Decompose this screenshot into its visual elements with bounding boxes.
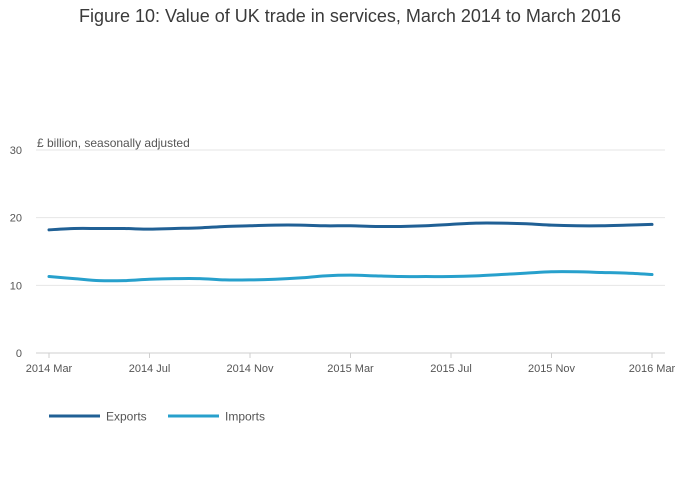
data-point-exports xyxy=(148,228,150,230)
data-point-imports xyxy=(324,275,326,277)
data-point-exports xyxy=(224,225,226,227)
data-point-imports xyxy=(123,279,125,281)
data-point-imports xyxy=(274,278,276,280)
series-line-imports xyxy=(47,270,654,283)
data-point-imports xyxy=(651,273,653,275)
data-point-exports xyxy=(601,225,603,227)
x-tick-label: 2014 Jul xyxy=(129,363,171,375)
data-point-imports xyxy=(299,277,301,279)
data-point-exports xyxy=(48,229,50,231)
data-point-imports xyxy=(148,278,150,280)
data-point-imports xyxy=(601,271,603,273)
data-point-imports xyxy=(173,277,175,279)
series-line-exports xyxy=(47,221,654,232)
data-point-exports xyxy=(299,224,301,226)
data-point-imports xyxy=(73,277,75,279)
data-point-exports xyxy=(626,224,628,226)
chart-title: Figure 10: Value of UK trade in services… xyxy=(79,6,621,26)
x-axis-ticks: 2014 Mar 2014 Jul 2014 Nov 2015 Mar 2015 Jul… xyxy=(26,353,676,375)
x-tick-label: 2015 Jul xyxy=(430,363,472,375)
data-point-imports xyxy=(575,271,577,273)
data-point-exports xyxy=(123,227,125,229)
data-point-imports xyxy=(550,271,552,273)
data-point-imports xyxy=(249,279,251,281)
data-point-exports xyxy=(374,225,376,227)
data-point-exports xyxy=(98,227,100,229)
data-point-exports xyxy=(450,223,452,225)
data-point-exports xyxy=(475,222,477,224)
y-axis-ticks: 0 10 20 30 xyxy=(10,145,22,360)
data-point-exports xyxy=(651,223,653,225)
data-point-imports xyxy=(525,272,527,274)
y-axis-unit-label: £ billion, seasonally adjusted xyxy=(37,136,190,150)
data-point-exports xyxy=(349,225,351,227)
x-tick-label: 2015 Mar xyxy=(327,363,374,375)
y-tick-label: 0 xyxy=(16,348,22,360)
data-point-imports xyxy=(626,272,628,274)
data-point-imports xyxy=(400,275,402,277)
x-tick-label: 2014 Mar xyxy=(26,363,73,375)
data-point-exports xyxy=(199,227,201,229)
data-point-imports xyxy=(374,275,376,277)
data-point-imports xyxy=(48,275,50,277)
legend-label-imports: Imports xyxy=(225,410,265,424)
data-point-imports xyxy=(98,279,100,281)
data-point-imports xyxy=(349,274,351,276)
data-point-exports xyxy=(525,223,527,225)
x-tick-label: 2015 Nov xyxy=(528,363,576,375)
data-point-imports xyxy=(224,279,226,281)
legend: Exports Imports xyxy=(49,410,265,424)
legend-label-exports: Exports xyxy=(106,410,147,424)
data-point-exports xyxy=(73,227,75,229)
data-point-imports xyxy=(500,273,502,275)
data-point-exports xyxy=(173,227,175,229)
data-point-exports xyxy=(500,222,502,224)
data-point-exports xyxy=(575,225,577,227)
x-tick-label: 2016 Mar xyxy=(629,363,676,375)
data-point-imports xyxy=(199,277,201,279)
data-point-exports xyxy=(324,225,326,227)
series-lines xyxy=(47,221,654,283)
y-tick-label: 20 xyxy=(10,213,22,225)
y-tick-label: 30 xyxy=(10,145,22,157)
data-point-exports xyxy=(274,224,276,226)
x-tick-label: 2014 Nov xyxy=(226,363,274,375)
data-point-exports xyxy=(400,225,402,227)
gridlines xyxy=(36,149,665,354)
data-point-exports xyxy=(425,225,427,227)
data-point-exports xyxy=(550,224,552,226)
y-tick-label: 10 xyxy=(10,280,22,292)
data-point-exports xyxy=(249,225,251,227)
data-point-imports xyxy=(450,275,452,277)
data-point-imports xyxy=(425,275,427,277)
data-point-imports xyxy=(475,275,477,277)
